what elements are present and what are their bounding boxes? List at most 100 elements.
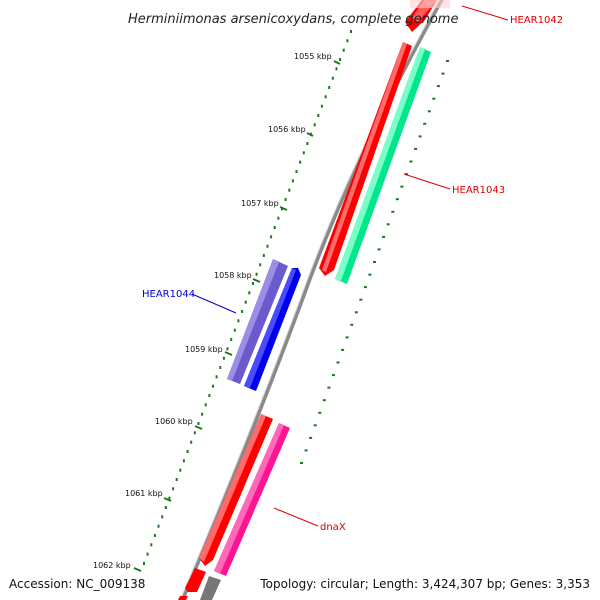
gene-label-hear1043[interactable]: HEAR1043	[452, 185, 505, 196]
ring-dot	[259, 263, 262, 267]
ring-dot	[341, 348, 345, 351]
gene-label-hear1042[interactable]: HEAR1042	[510, 15, 563, 26]
gene-hear1043-cog[interactable]	[335, 47, 431, 284]
tick-ring	[143, 30, 352, 565]
ring-dot	[400, 185, 404, 188]
ring-dot	[335, 67, 338, 71]
gene-label-hear1044[interactable]: HEAR1044	[142, 289, 195, 300]
ring-dot	[328, 86, 331, 89]
ring-dot	[327, 386, 331, 389]
ring-dot	[324, 95, 327, 99]
tick-mark	[163, 497, 172, 502]
ring-dot	[233, 328, 236, 332]
ring-dot	[345, 336, 349, 339]
ring-dot	[302, 151, 305, 155]
ring-dot	[204, 403, 207, 407]
ring-dot	[255, 272, 258, 276]
ring-dot	[423, 122, 427, 125]
ring-dot	[359, 298, 363, 301]
ring-dot	[186, 450, 189, 453]
tick-label: 1061 kbp	[125, 489, 163, 498]
ring-dot	[182, 459, 185, 463]
ring-dot	[382, 235, 386, 238]
gene-dnax-cds[interactable]	[199, 414, 273, 566]
ring-dot	[241, 310, 244, 313]
ring-dot	[446, 60, 449, 62]
ring-dot	[350, 30, 352, 33]
ring-dot	[418, 135, 422, 138]
ring-dot	[313, 424, 317, 427]
ring-dot	[164, 506, 167, 509]
gene-hear1043-cds[interactable]	[319, 42, 412, 276]
ring-dot	[331, 76, 334, 80]
gene-bottom-cds[interactable]	[178, 568, 221, 600]
ring-dot	[368, 273, 372, 276]
ring-dot	[251, 282, 254, 285]
tick-label: 1056 kbp	[268, 125, 306, 134]
ring-dot	[320, 104, 323, 108]
ring-dot	[248, 291, 251, 295]
ring-dot	[219, 366, 222, 369]
tick-mark	[133, 567, 142, 572]
ring-dot	[395, 198, 399, 201]
ring-dot	[244, 300, 247, 304]
tick-mark	[252, 278, 261, 283]
ring-dot	[331, 374, 335, 377]
ring-dot	[193, 431, 196, 435]
accession-label: Accession: NC_009138	[9, 577, 146, 591]
tick-mark	[279, 206, 288, 211]
ring-dot	[339, 58, 342, 61]
ring-dot	[317, 114, 320, 117]
ring-dot	[377, 248, 381, 251]
ring-dot	[350, 323, 354, 326]
tick-mark	[194, 425, 203, 430]
ring-dot	[309, 436, 313, 439]
genome-summary: Topology: circular; Length: 3,424,307 bp…	[260, 577, 590, 591]
tick-mark	[333, 60, 341, 65]
ring-dot	[404, 173, 408, 176]
ring-dot	[172, 487, 175, 491]
gene-hear1044-cog[interactable]	[227, 259, 288, 384]
gene-hear1042-cds[interactable]	[405, 0, 450, 32]
ring-dot	[197, 422, 200, 425]
tick-label: 1058 kbp	[214, 271, 252, 280]
ring-dot	[295, 170, 298, 173]
gene-hear1044-cds[interactable]	[244, 268, 301, 391]
ring-dot	[386, 223, 390, 226]
ring-dot	[237, 319, 240, 323]
ring-dot	[273, 226, 276, 229]
ring-dot	[201, 412, 204, 416]
gc-ring	[300, 60, 449, 464]
ring-dot	[161, 515, 164, 519]
ring-dot	[190, 440, 193, 444]
ring-dot	[143, 562, 145, 565]
ring-dot	[363, 286, 367, 289]
tick-label: 1062 kbp	[93, 561, 131, 570]
ring-dot	[391, 210, 395, 213]
tick-label: 1055 kbp	[294, 52, 332, 61]
label-leaders	[191, 5, 509, 527]
gene-dnax-cog[interactable]	[214, 423, 290, 576]
ring-dot	[322, 399, 326, 402]
ring-dot	[270, 235, 273, 239]
ring-dot	[306, 142, 309, 145]
ring-dot	[175, 478, 178, 481]
ring-dot	[342, 48, 345, 52]
ring-dot	[230, 338, 233, 341]
ring-dot	[288, 188, 291, 192]
ring-dot	[409, 160, 413, 163]
gene-label-dnax[interactable]: dnaX	[320, 522, 346, 533]
ring-dot	[284, 198, 287, 201]
ring-dot	[150, 543, 153, 547]
ring-dot	[313, 123, 316, 127]
ring-dot	[208, 394, 211, 397]
tick-mark	[224, 351, 233, 356]
ticks: 1055 kbp 1056 kbp 1057 kbp 1058 kbp 1059…	[93, 52, 341, 572]
ring-dot	[432, 97, 436, 100]
ring-dot	[441, 72, 445, 75]
tick-label: 1059 kbp	[185, 345, 223, 354]
ring-dot	[157, 524, 160, 528]
tick-mark	[306, 132, 314, 137]
ring-dot	[179, 468, 182, 472]
